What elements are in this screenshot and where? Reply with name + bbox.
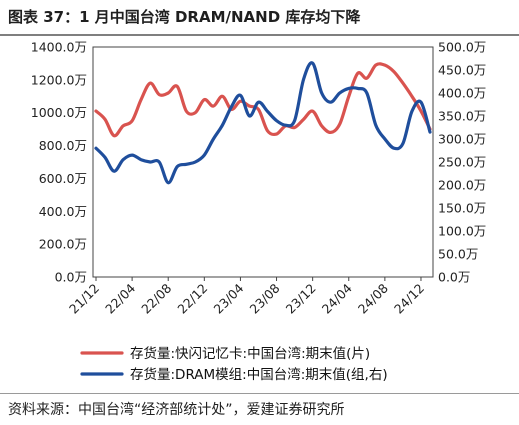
x-tick-label: 21/12 bbox=[66, 281, 102, 317]
right-tick-label: 250.0万 bbox=[438, 155, 486, 170]
title-divider bbox=[0, 34, 519, 36]
right-tick-label: 450.0万 bbox=[438, 63, 486, 78]
right-tick-label: 100.0万 bbox=[438, 224, 486, 239]
left-tick-label: 1200.0万 bbox=[31, 72, 87, 87]
chart-title: 图表 37：1 月中国台湾 DRAM/NAND 库存均下降 bbox=[8, 8, 361, 26]
left-tick-label: 600.0万 bbox=[39, 171, 87, 186]
x-tick-label: 22/12 bbox=[174, 281, 210, 317]
left-tick-label: 200.0万 bbox=[39, 237, 87, 252]
left-tick-label: 800.0万 bbox=[39, 138, 87, 153]
left-y-axis: 1400.0万 1200.0万 1000.0万 800.0万 600.0万 400.0万 2… bbox=[31, 40, 87, 285]
x-tick-label: 23/08 bbox=[247, 280, 283, 316]
right-tick-label: 350.0万 bbox=[438, 109, 486, 124]
right-tick-label: 500.0万 bbox=[438, 40, 486, 55]
plot-border bbox=[92, 46, 434, 278]
right-tick-label: 300.0万 bbox=[438, 132, 486, 147]
footer-divider bbox=[0, 393, 519, 394]
left-tick-label: 1400.0万 bbox=[31, 40, 87, 55]
nand-flash-series-line bbox=[94, 62, 432, 138]
legend-label: 存货量:快闪记忆卡:中国台湾:期末值(片) bbox=[130, 345, 370, 362]
x-tick-label: 22/08 bbox=[138, 280, 174, 316]
legend: 存货量:快闪记忆卡:中国台湾:期末值(片) 存货量:DRAM模组:中国台湾:期末值… bbox=[80, 345, 388, 383]
x-axis: 21/12 22/04 22/08 22/12 23/04 23/08 23/12 24/04… bbox=[66, 277, 427, 317]
line-chart: 1400.0万 1200.0万 1000.0万 800.0万 600.0万 400.0万 2… bbox=[31, 40, 487, 384]
right-tick-label: 400.0万 bbox=[438, 86, 486, 101]
right-tick-label: 150.0万 bbox=[438, 201, 486, 216]
left-tick-label: 1000.0万 bbox=[31, 105, 87, 120]
source-note: 资料来源：中国台湾“经济部统计处”，爱建证券研究所 bbox=[8, 402, 345, 418]
x-tick-label: 24/12 bbox=[391, 281, 427, 317]
x-tick-label: 23/04 bbox=[210, 280, 246, 316]
right-tick-label: 50.0万 bbox=[438, 247, 478, 262]
title-bar: 图表 37：1 月中国台湾 DRAM/NAND 库存均下降 bbox=[0, 0, 519, 38]
series-layer bbox=[94, 61, 432, 185]
plot-area bbox=[92, 46, 434, 278]
right-tick-label: 200.0万 bbox=[438, 178, 486, 193]
right-tick-label: 0.0万 bbox=[438, 270, 470, 285]
x-tick-label: 23/12 bbox=[283, 281, 319, 317]
legend-label: 存货量:DRAM模组:中国台湾:期末值(组,右) bbox=[130, 366, 388, 383]
x-tick-label: 24/04 bbox=[319, 280, 355, 316]
left-tick-label: 0.0万 bbox=[55, 270, 87, 285]
dram-module-series-line bbox=[94, 61, 432, 185]
left-tick-label: 400.0万 bbox=[39, 204, 87, 219]
x-tick-label: 22/04 bbox=[102, 280, 138, 316]
x-tick-label: 24/08 bbox=[355, 280, 391, 316]
right-y-axis: 500.0万 450.0万 400.0万 350.0万 300.0万 250.0万 200.… bbox=[438, 40, 486, 285]
